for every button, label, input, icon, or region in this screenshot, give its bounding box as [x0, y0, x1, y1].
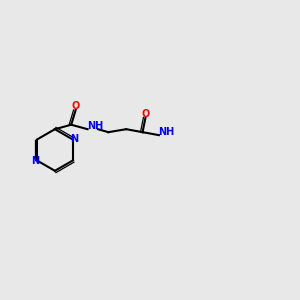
Text: O: O — [141, 109, 150, 119]
Text: NH: NH — [87, 121, 103, 131]
Text: NH: NH — [158, 127, 175, 137]
Text: N: N — [31, 156, 39, 166]
Text: N: N — [70, 134, 79, 144]
Text: O: O — [72, 101, 80, 111]
